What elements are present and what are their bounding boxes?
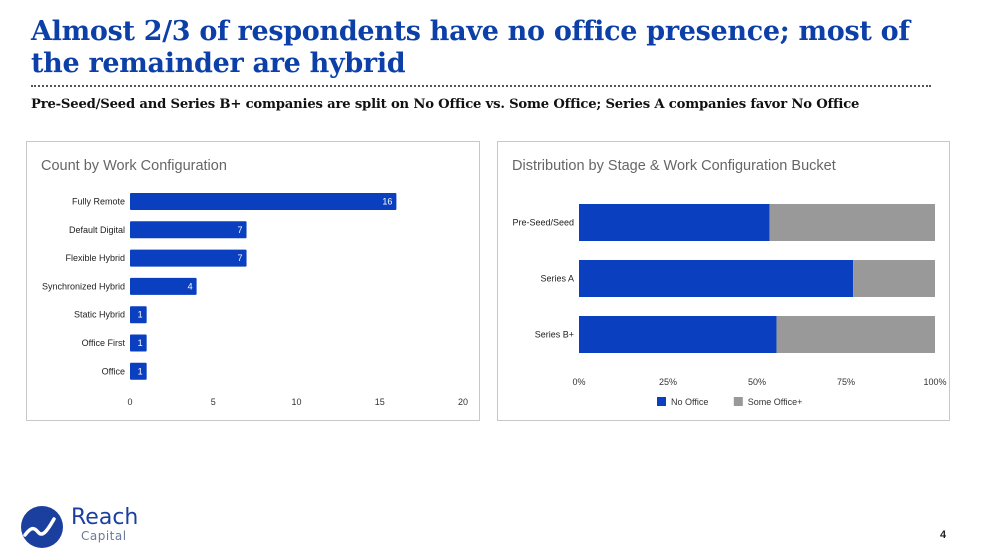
brand-name: Reach xyxy=(71,505,139,530)
category-label: Synchronized Hybrid xyxy=(42,281,125,291)
category-label: Pre-Seed/Seed xyxy=(512,218,574,228)
category-label: Fully Remote xyxy=(72,197,125,207)
x-tick-label: 0 xyxy=(127,397,132,407)
legend-swatch xyxy=(733,397,743,406)
data-label: 1 xyxy=(138,366,143,376)
x-tick-label: 5 xyxy=(211,397,216,407)
legend-label: Some Office+ xyxy=(748,397,803,407)
category-label: Flexible Hybrid xyxy=(65,253,125,263)
count-chart-panel: Count by Work Configuration Fully Remote… xyxy=(26,141,480,421)
reach-capital-logo-icon xyxy=(21,506,63,548)
data-label: 1 xyxy=(138,338,143,348)
bar xyxy=(130,249,247,267)
category-label: Office First xyxy=(82,338,126,348)
distribution-chart-panel: Distribution by Stage & Work Configurati… xyxy=(497,141,950,421)
bar-segment-some-office xyxy=(853,260,935,297)
legend-swatch xyxy=(657,397,666,406)
bar-segment-some-office xyxy=(769,204,935,241)
legend-label: No Office xyxy=(671,397,708,407)
category-label: Static Hybrid xyxy=(74,310,125,320)
slide-title: Almost 2/3 of respondents have no office… xyxy=(31,16,910,79)
bar xyxy=(130,362,147,380)
x-tick-label: 0% xyxy=(572,377,585,387)
x-tick-label: 20 xyxy=(458,397,468,407)
distribution-by-stage-chart: Pre-Seed/Seed Series A Series B+ 0% 25% 50% 75… xyxy=(512,204,947,407)
x-tick-label: 50% xyxy=(748,377,766,387)
bar-segment-no-office xyxy=(579,204,770,241)
category-label: Series B+ xyxy=(535,330,574,340)
chart-title: Count by Work Configuration xyxy=(41,158,227,174)
page-number: 4 xyxy=(940,529,947,541)
data-label: 1 xyxy=(138,310,143,320)
data-label: 7 xyxy=(238,225,243,235)
bar-segment-some-office xyxy=(776,316,935,353)
category-label: Series A xyxy=(540,274,574,284)
bar-segment-no-office xyxy=(579,316,777,353)
bar xyxy=(130,277,197,295)
bar xyxy=(130,334,147,352)
x-tick-label: 100% xyxy=(923,377,946,387)
x-tick-label: 75% xyxy=(837,377,855,387)
x-tick-label: 10 xyxy=(291,397,301,407)
brand-tagline: Capital xyxy=(81,529,127,543)
bar xyxy=(130,221,247,239)
chart-title: Distribution by Stage & Work Configurati… xyxy=(512,158,836,174)
bar-segment-no-office xyxy=(579,260,854,297)
slide-subtitle: Pre-Seed/Seed and Series B+ companies ar… xyxy=(31,97,860,112)
bar xyxy=(130,306,147,324)
x-tick-label: 25% xyxy=(659,377,677,387)
x-tick-label: 15 xyxy=(375,397,385,407)
category-label: Office xyxy=(102,366,125,376)
title-divider xyxy=(31,85,931,87)
data-label: 4 xyxy=(188,281,193,291)
data-label: 7 xyxy=(238,253,243,263)
data-label: 16 xyxy=(382,197,392,207)
category-label: Default Digital xyxy=(69,225,125,235)
bar xyxy=(130,193,397,210)
count-by-work-configuration-chart: Fully Remote 16 Default Digital 7 Flexible H… xyxy=(42,193,468,407)
